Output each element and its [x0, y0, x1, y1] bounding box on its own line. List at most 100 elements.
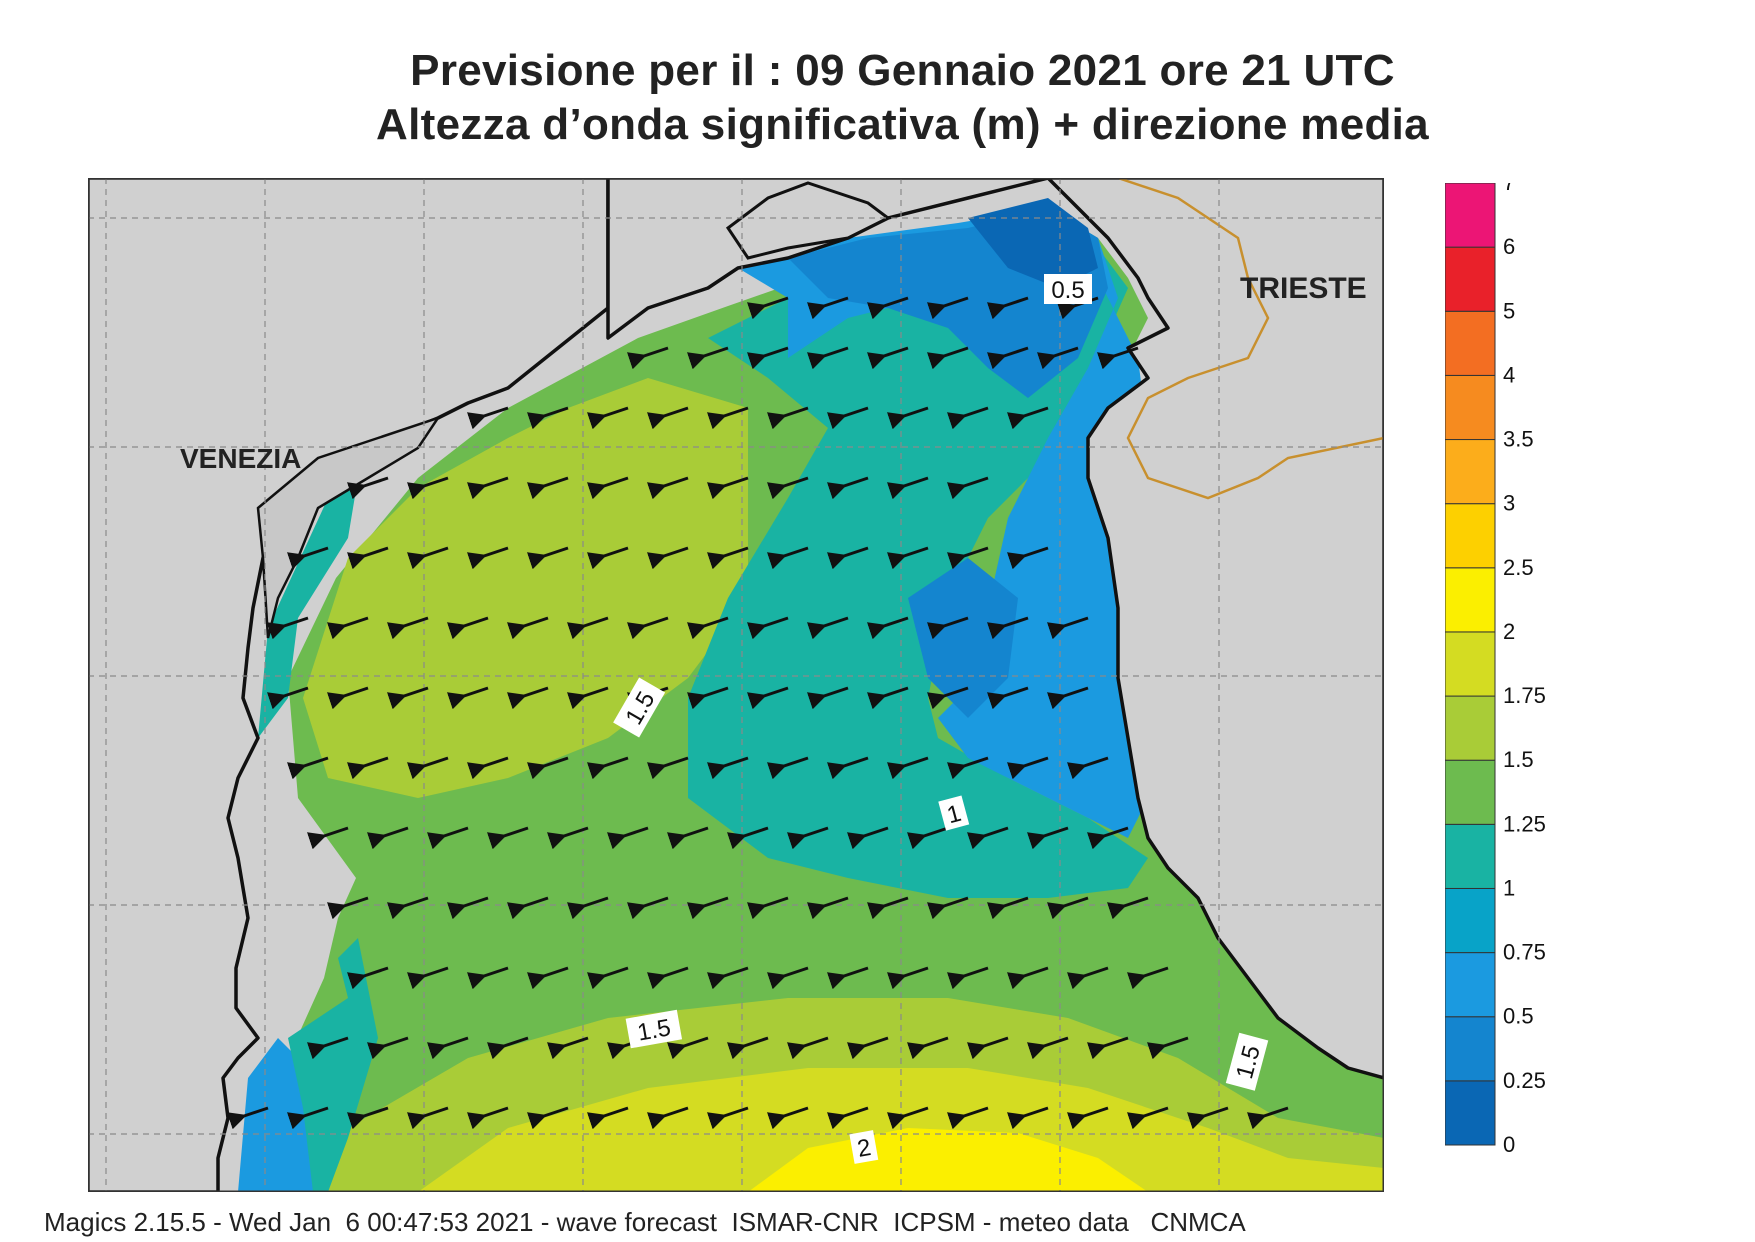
trieste-label: TRIESTE — [1240, 272, 1367, 305]
wave-arrow — [646, 546, 689, 570]
wave-arrow — [646, 476, 689, 500]
wave-arrow — [346, 966, 389, 990]
wave-arrow — [786, 1036, 829, 1060]
wave-arrow — [866, 686, 909, 710]
wave-arrow — [566, 896, 609, 920]
wave-arrow — [586, 1106, 629, 1130]
colorbar-box — [1445, 759, 1496, 825]
wave-arrow — [646, 1106, 689, 1130]
wave-arrow — [346, 756, 389, 780]
wave-arrow — [526, 966, 569, 990]
wave-arrow — [946, 756, 989, 780]
wave-arrow — [506, 616, 549, 640]
wave-arrow — [986, 896, 1029, 920]
wave-arrow — [1086, 826, 1129, 850]
wave-arrow — [1026, 1036, 1069, 1060]
wave-arrow — [386, 686, 429, 710]
wave-arrow — [866, 296, 909, 320]
wave-arrow — [1186, 1106, 1229, 1130]
title-line-1: Previsione per il : 09 Gennaio 2021 ore … — [410, 46, 1395, 95]
wave-arrow — [826, 966, 869, 990]
trieste-gulf-land — [725, 181, 891, 260]
band-2-5 — [748, 1128, 1148, 1192]
wave-arrow — [1066, 966, 1109, 990]
wave-arrow — [966, 1036, 1009, 1060]
wave-arrow — [806, 686, 849, 710]
wave-arrow — [866, 616, 909, 640]
wave-arrow — [586, 756, 629, 780]
wave-arrow — [506, 896, 549, 920]
wave-arrow — [926, 896, 969, 920]
wave-arrow — [406, 476, 449, 500]
wave-arrow — [326, 896, 369, 920]
wave-arrow — [1026, 826, 1069, 850]
wave-arrow — [746, 896, 789, 920]
colorbar-tick-label: 0.75 — [1503, 940, 1546, 965]
contour-label-2: 2 — [855, 1134, 873, 1163]
wave-arrow — [466, 966, 509, 990]
wave-arrow — [866, 346, 909, 370]
colorbar-tick-label: 0 — [1503, 1132, 1515, 1153]
wave-arrow — [686, 616, 729, 640]
wave-arrow — [626, 346, 669, 370]
wave-arrow — [806, 616, 849, 640]
band-0-75 — [738, 208, 1148, 838]
national-border — [1117, 178, 1384, 500]
graticule — [88, 178, 1384, 1192]
wave-arrow — [686, 686, 729, 710]
wave-arrow — [886, 546, 929, 570]
wave-arrow — [746, 296, 789, 320]
coastline — [88, 178, 1384, 1192]
wave-arrow — [266, 686, 309, 710]
wave-arrow — [626, 896, 669, 920]
wave-arrow — [766, 406, 809, 430]
wave-arrow — [386, 616, 429, 640]
wave-arrow — [326, 686, 369, 710]
wave-arrow — [826, 1106, 869, 1130]
wave-arrow — [1006, 966, 1049, 990]
wave-arrow — [1046, 896, 1089, 920]
wave-arrow — [766, 1106, 809, 1130]
colorbar-box — [1445, 887, 1496, 954]
wave-arrow — [366, 1036, 409, 1060]
colorbar-tick-label: 2.5 — [1503, 555, 1534, 580]
wave-arrow — [886, 476, 929, 500]
wave-arrow — [406, 966, 449, 990]
wave-arrow — [1126, 966, 1169, 990]
map-frame — [88, 178, 1384, 1192]
wave-arrow — [526, 546, 569, 570]
wave-arrow — [806, 896, 849, 920]
wave-arrow — [706, 1106, 749, 1130]
wave-arrow — [586, 966, 629, 990]
wave-arrow — [1006, 406, 1049, 430]
wave-arrow — [586, 406, 629, 430]
wave-arrow — [526, 1106, 569, 1130]
colorbar-box — [1445, 503, 1496, 569]
wave-arrow — [886, 1106, 929, 1130]
wave-arrow — [226, 1106, 269, 1130]
colorbar-tick-label: 0.5 — [1503, 1004, 1534, 1029]
wave-arrow — [406, 756, 449, 780]
wave-arrow — [546, 1036, 589, 1060]
wave-arrow — [686, 896, 729, 920]
colorbar-tick-label: 0.25 — [1503, 1068, 1546, 1093]
wave-arrow — [366, 826, 409, 850]
wave-arrow — [586, 476, 629, 500]
wave-arrow — [586, 546, 629, 570]
wave-arrow — [986, 346, 1029, 370]
wave-arrow — [946, 966, 989, 990]
wave-arrow — [546, 826, 589, 850]
wave-arrow — [286, 546, 329, 570]
wave-arrow — [746, 686, 789, 710]
wave-arrow — [466, 476, 509, 500]
wave-arrow — [1066, 756, 1109, 780]
wave-arrow — [1246, 1106, 1289, 1130]
wave-arrow — [466, 546, 509, 570]
wave-arrow — [566, 686, 609, 710]
wave-arrow — [706, 966, 749, 990]
land-west — [88, 178, 610, 1192]
colorbar: 0 0.25 0.5 0.75 1 1.25 1.5 1.75 2 2.5 3 3.5 4 5 6 7 — [1445, 183, 1546, 1153]
colorbar-box — [1445, 567, 1496, 633]
title-line-2: Altezza d’onda significativa (m) + direz… — [376, 100, 1429, 149]
wave-arrow — [486, 1036, 529, 1060]
